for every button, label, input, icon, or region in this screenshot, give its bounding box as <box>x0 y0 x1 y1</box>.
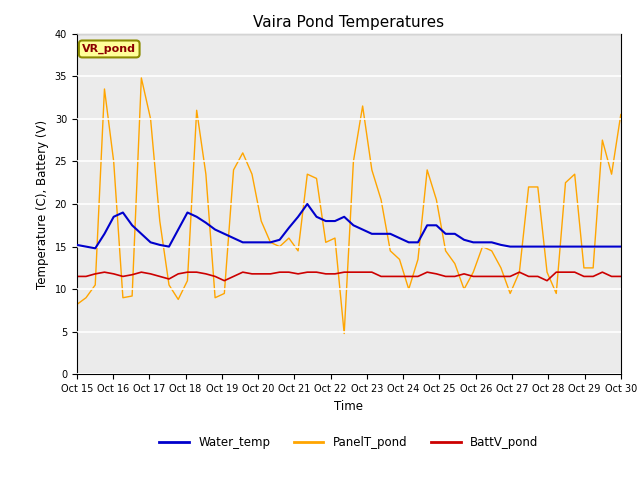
Text: VR_pond: VR_pond <box>82 44 136 54</box>
Y-axis label: Temperature (C), Battery (V): Temperature (C), Battery (V) <box>36 120 49 288</box>
Legend: Water_temp, PanelT_pond, BattV_pond: Water_temp, PanelT_pond, BattV_pond <box>154 432 543 454</box>
X-axis label: Time: Time <box>334 400 364 413</box>
Title: Vaira Pond Temperatures: Vaira Pond Temperatures <box>253 15 444 30</box>
